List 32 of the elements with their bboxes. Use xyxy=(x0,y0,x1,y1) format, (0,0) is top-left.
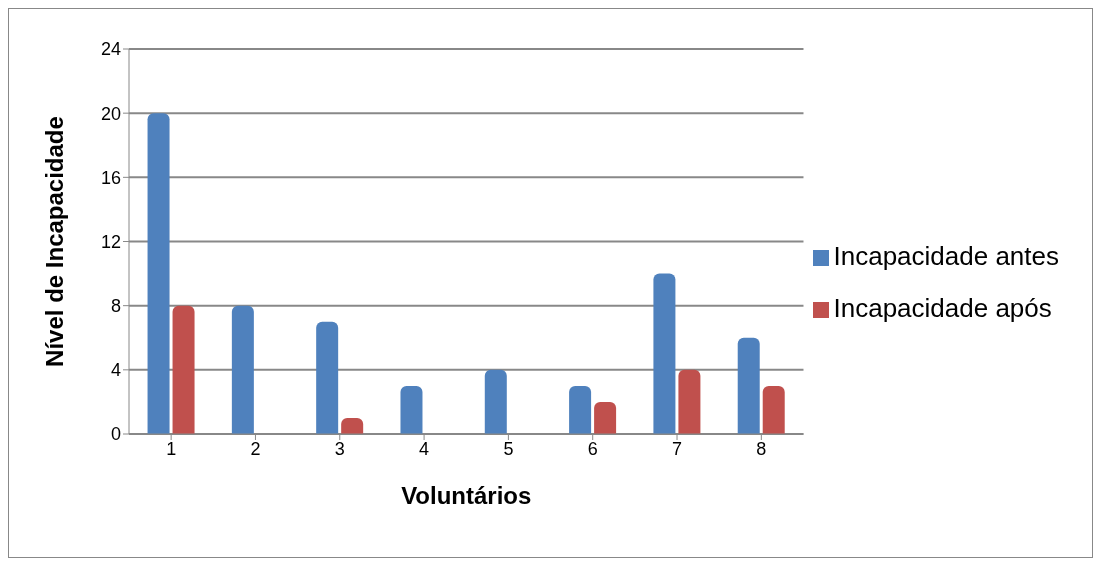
y-tick-label: 8 xyxy=(110,296,121,317)
y-tick-label: 12 xyxy=(100,231,121,252)
bar xyxy=(762,385,785,434)
x-tick-label: 7 xyxy=(672,438,683,459)
y-tick-label: 16 xyxy=(100,167,121,188)
bar xyxy=(569,385,592,434)
x-tick-label: 5 xyxy=(503,438,514,459)
bar xyxy=(400,385,423,434)
bar xyxy=(147,113,170,434)
legend-label: Incapacidade após xyxy=(833,292,1052,323)
bar xyxy=(594,401,617,434)
x-tick-label: 8 xyxy=(756,438,767,459)
x-axis-title: Voluntários xyxy=(401,482,532,509)
bar xyxy=(341,417,364,434)
bar xyxy=(737,337,760,434)
x-tick-label: 1 xyxy=(166,438,177,459)
y-tick-label: 24 xyxy=(100,39,121,60)
bar xyxy=(172,305,195,434)
legend-label: Incapacidade antes xyxy=(833,240,1059,271)
bar xyxy=(484,369,507,434)
x-tick-label: 6 xyxy=(587,438,598,459)
y-tick-label: 4 xyxy=(110,360,121,381)
y-tick-label: 0 xyxy=(110,424,121,445)
bar xyxy=(678,369,701,434)
x-tick-label: 3 xyxy=(334,438,345,459)
x-tick-label: 4 xyxy=(419,438,430,459)
bar xyxy=(653,273,676,434)
x-tick-label: 2 xyxy=(250,438,261,459)
y-axis-title: Nível de Incapacidade xyxy=(40,116,68,367)
bar xyxy=(316,321,339,434)
bar xyxy=(231,305,254,434)
y-tick-label: 20 xyxy=(100,103,121,124)
